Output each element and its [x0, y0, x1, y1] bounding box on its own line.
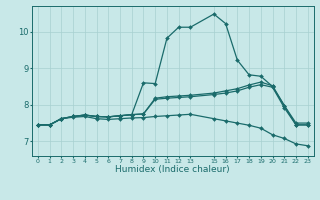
X-axis label: Humidex (Indice chaleur): Humidex (Indice chaleur)	[116, 165, 230, 174]
